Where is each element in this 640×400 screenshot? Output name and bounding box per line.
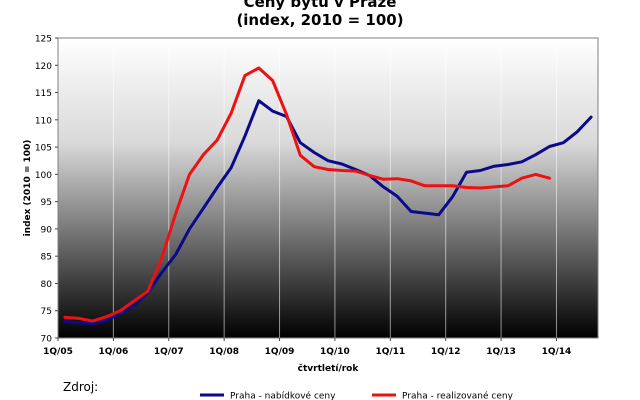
y-tick-label: 95 — [41, 198, 52, 208]
x-tick-label: 1Q/10 — [320, 347, 350, 357]
chart-title: Ceny bytů v Praze — [243, 0, 397, 11]
x-tick-label: 1Q/07 — [154, 347, 184, 357]
y-tick-label: 70 — [41, 335, 53, 345]
x-tick-label: 1Q/08 — [209, 347, 239, 357]
chart-subtitle: (index, 2010 = 100) — [236, 11, 404, 29]
x-tick-label: 1Q/14 — [542, 347, 572, 357]
source-label: Zdroj: — [63, 380, 99, 394]
y-axis-label: index (2010 = 100) — [23, 140, 33, 237]
y-tick-label: 120 — [35, 62, 52, 72]
series-line-offer — [63, 99, 593, 326]
x-tick-label: 1Q/06 — [99, 347, 129, 357]
x-tick-label: 1Q/13 — [486, 347, 516, 357]
x-tick-label: 1Q/09 — [265, 347, 295, 357]
y-tick-label: 90 — [41, 225, 53, 235]
y-tick-label: 75 — [41, 307, 52, 317]
y-tick-label: 105 — [35, 144, 52, 154]
legend-label-realized: Praha - realizované ceny — [402, 391, 514, 400]
x-tick-label: 1Q/11 — [375, 347, 405, 357]
y-tick-label: 80 — [41, 280, 53, 290]
x-axis-label: čtvrtletí/rok — [298, 363, 360, 374]
y-tick-label: 125 — [35, 35, 52, 45]
y-tick-label: 115 — [35, 89, 52, 99]
plot-background — [58, 38, 598, 338]
plot-border — [57, 37, 599, 339]
legend-label-offer: Praha - nabídkové ceny — [230, 391, 336, 400]
series-line-realized — [63, 66, 551, 323]
x-tick-label: 1Q/05 — [43, 347, 73, 357]
x-tick-label: 1Q/12 — [431, 347, 461, 357]
y-tick-label: 110 — [35, 116, 52, 126]
y-tick-label: 85 — [41, 253, 52, 263]
chart-title-block: Ceny bytů v Praze (index, 2010 = 100) — [0, 0, 640, 29]
y-tick-label: 100 — [35, 171, 52, 181]
